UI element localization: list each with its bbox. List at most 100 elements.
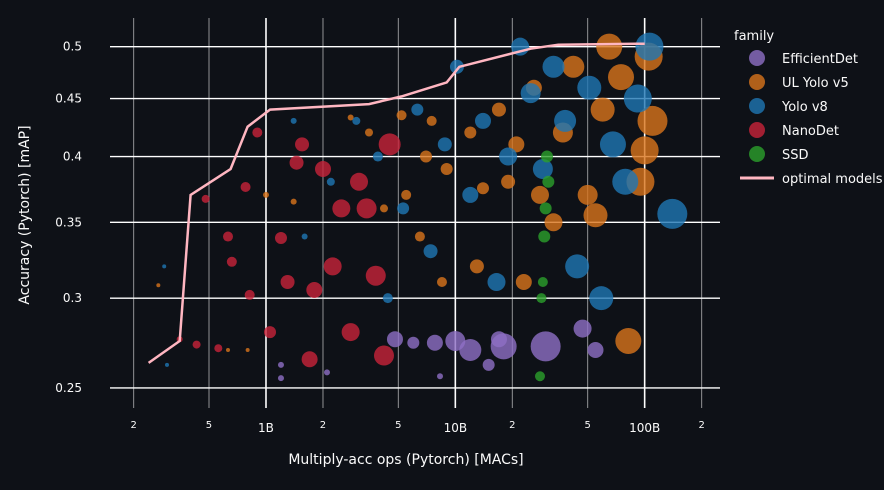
data-point [326,177,335,186]
data-point [462,186,479,203]
data-point [280,275,295,290]
data-point [244,289,255,300]
data-point [419,150,432,163]
y-tick-label: 0.45 [55,92,82,106]
data-point [437,373,444,380]
data-point [295,137,310,152]
data-point [352,116,361,125]
data-point [289,155,304,170]
data-point [411,103,424,116]
data-point [476,182,489,195]
data-point [240,181,251,192]
data-point [539,202,552,215]
data-point [277,375,284,382]
data-point [264,326,277,339]
data-point [469,259,484,274]
data-point [532,158,553,179]
x-tick-label: 10B [444,421,468,435]
data-point [577,184,598,205]
data-point [530,331,561,362]
data-point [599,131,626,158]
data-point [162,264,167,269]
y-tick-label: 0.4 [63,150,82,164]
y-tick-label: 0.35 [55,215,82,229]
data-point [401,189,412,200]
data-point [608,64,635,91]
legend: family EfficientDet UL Yolo v5 Yolo v8 Nano… [734,29,883,187]
data-point [630,136,659,165]
data-point [437,137,452,152]
data-point [554,109,577,132]
y-tick-label: 0.5 [63,40,82,54]
data-point [365,128,374,137]
data-point [372,151,383,162]
data-point [573,319,592,338]
data-point [323,369,330,376]
x-tick-label: 100B [629,421,660,435]
data-point [301,233,308,240]
data-point [356,198,377,219]
data-point [544,213,563,232]
legend-marker [749,74,765,90]
data-point [562,55,585,78]
data-point [474,112,491,129]
data-point [323,257,342,276]
data-point [426,115,437,126]
data-point [426,334,443,351]
data-point [542,175,555,188]
data-point [223,231,234,242]
data-point [378,133,401,156]
series-nanodet [176,127,401,368]
series-efficientdet [277,319,604,382]
data-point [301,351,318,368]
data-point [290,117,297,124]
legend-marker [749,50,765,66]
legend-marker [749,122,765,138]
legend-item-label: EfficientDet [782,52,858,67]
x-minor-tick-label: 2 [130,420,136,431]
legend-title: family [734,29,774,44]
data-point [164,362,169,367]
data-point [156,283,161,288]
data-point [596,33,623,60]
data-point [501,174,516,189]
data-point [347,114,354,121]
data-point [262,191,269,198]
data-point [508,136,525,153]
series-ul-yolo-v5 [156,33,668,354]
data-point [542,55,565,78]
data-point [520,83,541,104]
data-point [290,198,297,205]
x-minor-tick-label: 5 [206,420,212,431]
data-point [487,273,506,292]
optimal-line-layer [147,42,645,364]
data-point [407,336,420,349]
data-point [536,293,547,304]
data-point [530,185,549,204]
x-minor-tick-label: 2 [320,420,326,431]
data-point [440,162,453,175]
data-point [615,327,642,354]
data-point [490,333,517,360]
data-point [306,282,323,299]
data-point [397,202,410,215]
data-point [396,110,407,121]
data-point [245,348,250,353]
data-point [449,59,464,74]
data-point [277,361,284,368]
data-point [637,105,668,136]
data-point [657,198,688,229]
points-layer [156,32,688,382]
data-point [365,265,386,286]
data-point [482,358,495,371]
data-point [587,342,604,359]
series-yolo-v8 [162,32,688,367]
data-point [314,160,331,177]
data-point [274,231,287,244]
data-point [534,371,545,382]
data-point [382,293,393,304]
data-point [226,256,237,267]
x-minor-tick-label: 5 [584,420,590,431]
legend-item-label: Yolo v8 [781,100,828,115]
